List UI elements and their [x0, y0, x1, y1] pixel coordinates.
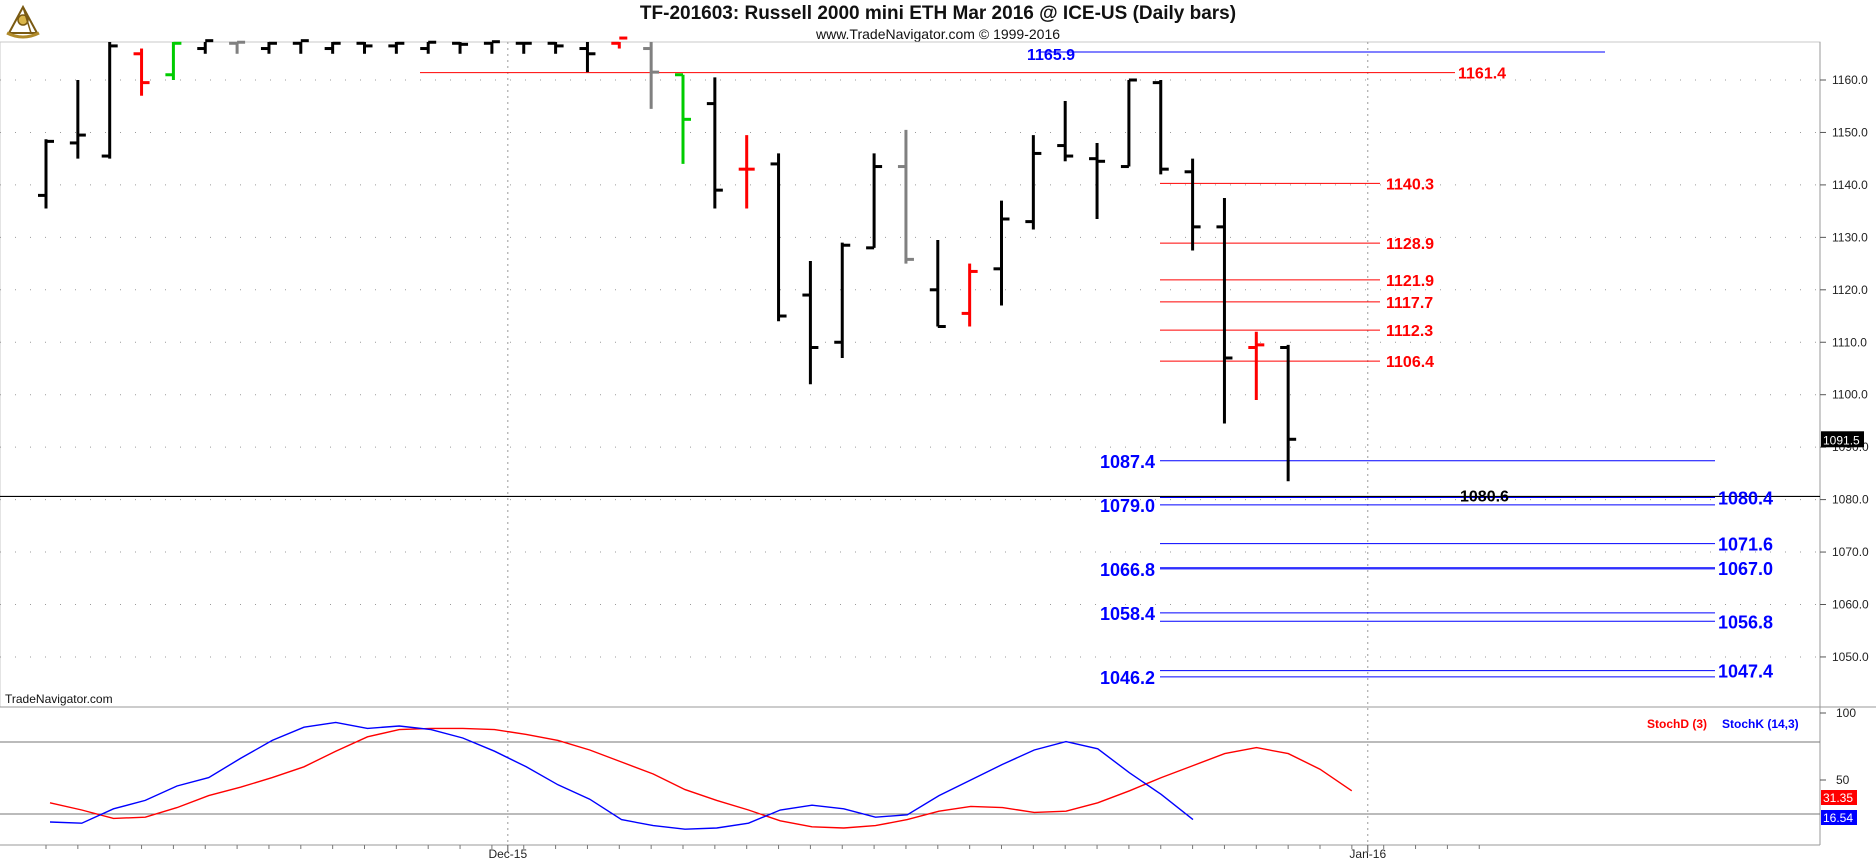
support-label: 1071.6: [1718, 535, 1773, 555]
support-label: 1066.8: [1100, 560, 1155, 580]
support-label: 1058.4: [1100, 604, 1155, 624]
y-tick-label: 1160.0: [1832, 73, 1868, 87]
resistance-label: 1128.9: [1386, 236, 1434, 253]
sextant-logo-icon: [3, 3, 43, 41]
price-panel-frame: [0, 41, 1821, 708]
y-tick-label: 1050.0: [1832, 650, 1869, 664]
support-label: 1087.4: [1100, 452, 1155, 472]
y-tick-label: 1130.0: [1832, 230, 1868, 244]
stoch-value-label: 31.35: [1823, 791, 1853, 805]
last-price-tag: [1821, 431, 1864, 448]
stoch-value-label: 16.54: [1823, 811, 1853, 825]
date-axis: Dec-15 Jan-16: [45, 845, 1480, 861]
chart-title: TF-201603: Russell 2000 mini ETH Mar 201…: [639, 3, 1237, 24]
stochD-line: [49, 727, 1353, 829]
copyright-subtitle: www.TradeNavigator.com © 1999-2016: [815, 26, 1061, 42]
stoch-value-tag: [1821, 810, 1857, 825]
y-tick-label: 1110.0: [1832, 335, 1867, 349]
price-axis: 1160.0 1150.0 1140.0 1130.0 1120.0 1110.0 1100…: [1820, 73, 1869, 664]
y-tick-label: 1140.0: [1832, 178, 1868, 192]
reference-label: 1080.6: [1460, 488, 1509, 505]
price-bars: [38, 36, 1297, 482]
legend-stochK: StochK (14,3): [1722, 717, 1799, 731]
y-tick-label: 1100.0: [1832, 388, 1868, 402]
y-tick-label: 1080.0: [1832, 493, 1869, 507]
resistance-label: 1112.3: [1386, 323, 1433, 340]
support-label: 1046.2: [1100, 668, 1155, 688]
y-tick-label: 1120.0: [1832, 283, 1868, 297]
support-label: 1079.0: [1100, 496, 1155, 516]
x-tick-label: Dec-15: [488, 847, 527, 861]
resistance-label: 1140.3: [1386, 176, 1434, 193]
y-tick-label: 1060.0: [1832, 598, 1869, 612]
support-label: 1067.0: [1718, 559, 1773, 579]
legend-stochD: StochD (3): [1647, 717, 1707, 731]
support-label: 1056.8: [1718, 612, 1773, 632]
support-label: 1080.4: [1718, 489, 1773, 509]
resistance-label: 1121.9: [1386, 273, 1434, 290]
resistance-label: 1117.7: [1386, 295, 1433, 312]
stoch-value-tag: [1821, 790, 1857, 805]
y-tick-label: 1070.0: [1832, 545, 1869, 559]
stochK-line: [49, 721, 1194, 830]
stoch-y-label: 50: [1836, 773, 1850, 787]
resistance-label: 1161.4: [1458, 66, 1506, 83]
watermark-label: TradeNavigator.com: [5, 692, 113, 706]
stoch-y-label: 100: [1836, 706, 1856, 720]
x-tick-label: Jan-16: [1349, 847, 1386, 861]
resistance-label: 1106.4: [1386, 354, 1434, 371]
y-tick-label: 1150.0: [1832, 125, 1868, 139]
support-label: 1047.4: [1718, 662, 1773, 682]
level-lines: 1161.4 1140.3 1128.9 1121.9 1117.7 1112.3 1106…: [0, 47, 1820, 688]
stochastic-panel: 100 50 31.35 16.54 StochD (3) StochK (14,3): [0, 706, 1857, 830]
grid: [0, 42, 1818, 845]
last-price-label: 1091.5: [1823, 433, 1860, 447]
support-label: 1165.9: [1027, 47, 1075, 64]
